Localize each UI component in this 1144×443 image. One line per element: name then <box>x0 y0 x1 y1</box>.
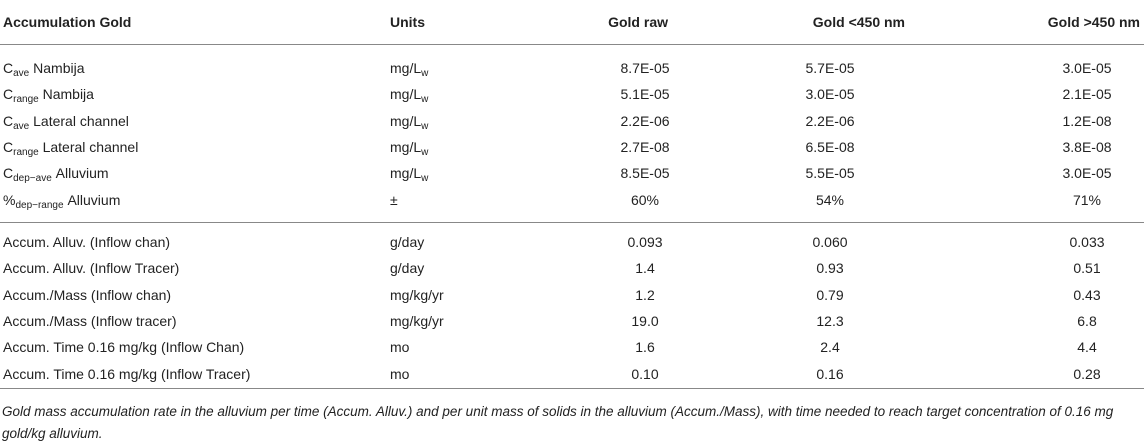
subscript: ave <box>13 68 30 79</box>
name: Lateral channel <box>33 112 129 129</box>
row-label: Cave Nambija <box>3 58 85 79</box>
name: Alluvium <box>55 165 109 182</box>
value: 1.6 <box>635 339 655 356</box>
subscript: w <box>421 120 429 132</box>
symbol: C <box>3 60 14 76</box>
unit-base: mg/L <box>390 138 422 155</box>
group-rule <box>0 222 1144 223</box>
unit-base: mg/L <box>390 165 422 182</box>
row-label: Accum./Mass (Inflow chan) <box>3 286 172 303</box>
subscript: w <box>421 173 429 185</box>
unit-base: mg/L <box>390 60 422 76</box>
value: 0.10 <box>631 365 659 382</box>
value: 2.7E-08 <box>620 138 670 155</box>
column-header: Units <box>390 14 425 30</box>
unit: mo <box>390 339 410 356</box>
value: 0.43 <box>1073 286 1101 303</box>
value: 8.7E-05 <box>620 60 670 76</box>
unit: mg/Lw <box>390 137 429 158</box>
row-label: Cdep−ave Alluvium <box>3 163 109 185</box>
unit: mg/Lw <box>390 84 429 106</box>
value: 3.0E-05 <box>805 86 855 103</box>
symbol: % <box>3 191 16 208</box>
row-label: Accum. Time 0.16 mg/kg (Inflow Chan) <box>3 339 245 356</box>
value: 3.8E-08 <box>1062 138 1112 155</box>
subscript: w <box>421 146 429 158</box>
column-header: Accumulation Gold <box>3 14 132 30</box>
row-label: Accum. Time 0.16 mg/kg (Inflow Tracer) <box>3 365 251 382</box>
value: 0.060 <box>812 234 848 250</box>
column-header: Gold >450 nm <box>1047 14 1140 30</box>
column-header: Gold <450 nm <box>812 14 905 30</box>
subscript: w <box>421 94 429 106</box>
value: 12.3 <box>816 312 844 329</box>
value: 3.0E-05 <box>1062 60 1112 76</box>
row-label: Crange Nambija <box>3 84 94 106</box>
value: 2.2E-06 <box>805 112 855 129</box>
value: 0.28 <box>1073 365 1101 382</box>
symbol: C <box>3 86 14 103</box>
value: 6.8 <box>1077 312 1097 329</box>
table-note: Gold mass accumulation rate in the alluv… <box>2 404 1114 441</box>
value: 2.2E-06 <box>620 112 670 129</box>
unit: mg/kg/yr <box>390 286 444 303</box>
unit: g/day <box>390 260 425 277</box>
symbol: C <box>3 165 14 182</box>
value: 0.79 <box>816 286 844 303</box>
value: 6.5E-08 <box>805 138 855 155</box>
value: 60% <box>630 191 660 208</box>
unit: g/day <box>390 234 425 250</box>
value: 3.0E-05 <box>1062 165 1112 182</box>
row-label: Crange Lateral channel <box>3 137 139 158</box>
subscript: dep−ave <box>13 173 52 185</box>
symbol: C <box>3 138 14 155</box>
value: 1.4 <box>635 260 655 277</box>
value: 2.4 <box>820 339 840 356</box>
value: 1.2E-08 <box>1062 112 1112 129</box>
header-rule <box>0 44 1144 45</box>
unit: mg/Lw <box>390 58 429 79</box>
name: Alluvium <box>67 191 121 208</box>
column-header: Gold raw <box>608 14 668 30</box>
value: 71% <box>1072 191 1102 208</box>
subscript: range <box>13 146 39 158</box>
value: 5.1E-05 <box>620 86 670 103</box>
value: 0.033 <box>1069 234 1105 250</box>
value: 54% <box>815 191 845 208</box>
unit-base: mg/L <box>390 86 422 103</box>
value: 1.2 <box>635 286 655 303</box>
unit: mo <box>390 365 410 382</box>
value: 8.5E-05 <box>620 165 670 182</box>
name: Nambija <box>33 60 85 76</box>
value: 5.5E-05 <box>805 165 855 182</box>
unit-base: mg/L <box>390 112 422 129</box>
value: 0.093 <box>627 234 663 250</box>
value: 0.16 <box>816 365 844 382</box>
subscript: ave <box>13 120 30 132</box>
name: Nambija <box>42 86 94 103</box>
value: 19.0 <box>631 312 659 329</box>
subscript: dep−range <box>15 199 64 211</box>
subscript: w <box>421 68 429 79</box>
unit: mg/kg/yr <box>390 312 444 329</box>
unit: mg/Lw <box>390 163 429 185</box>
value: 4.4 <box>1077 339 1097 356</box>
row-label: Accum. Alluv. (Inflow Tracer) <box>3 260 180 277</box>
symbol: C <box>3 112 14 129</box>
bottom-rule <box>0 388 1144 389</box>
value: 2.1E-05 <box>1062 86 1112 103</box>
row-label: Accum./Mass (Inflow tracer) <box>3 312 177 329</box>
unit: ± <box>390 191 398 208</box>
value: 0.51 <box>1073 260 1101 277</box>
subscript: range <box>13 94 39 106</box>
row-label: Cave Lateral channel <box>3 111 129 132</box>
row-label: Accum. Alluv. (Inflow chan) <box>3 234 171 250</box>
row-label: %dep−range Alluvium <box>3 190 121 211</box>
unit: mg/Lw <box>390 111 429 132</box>
value: 0.93 <box>816 260 844 277</box>
name: Lateral channel <box>42 138 139 155</box>
value: 5.7E-05 <box>805 60 855 76</box>
